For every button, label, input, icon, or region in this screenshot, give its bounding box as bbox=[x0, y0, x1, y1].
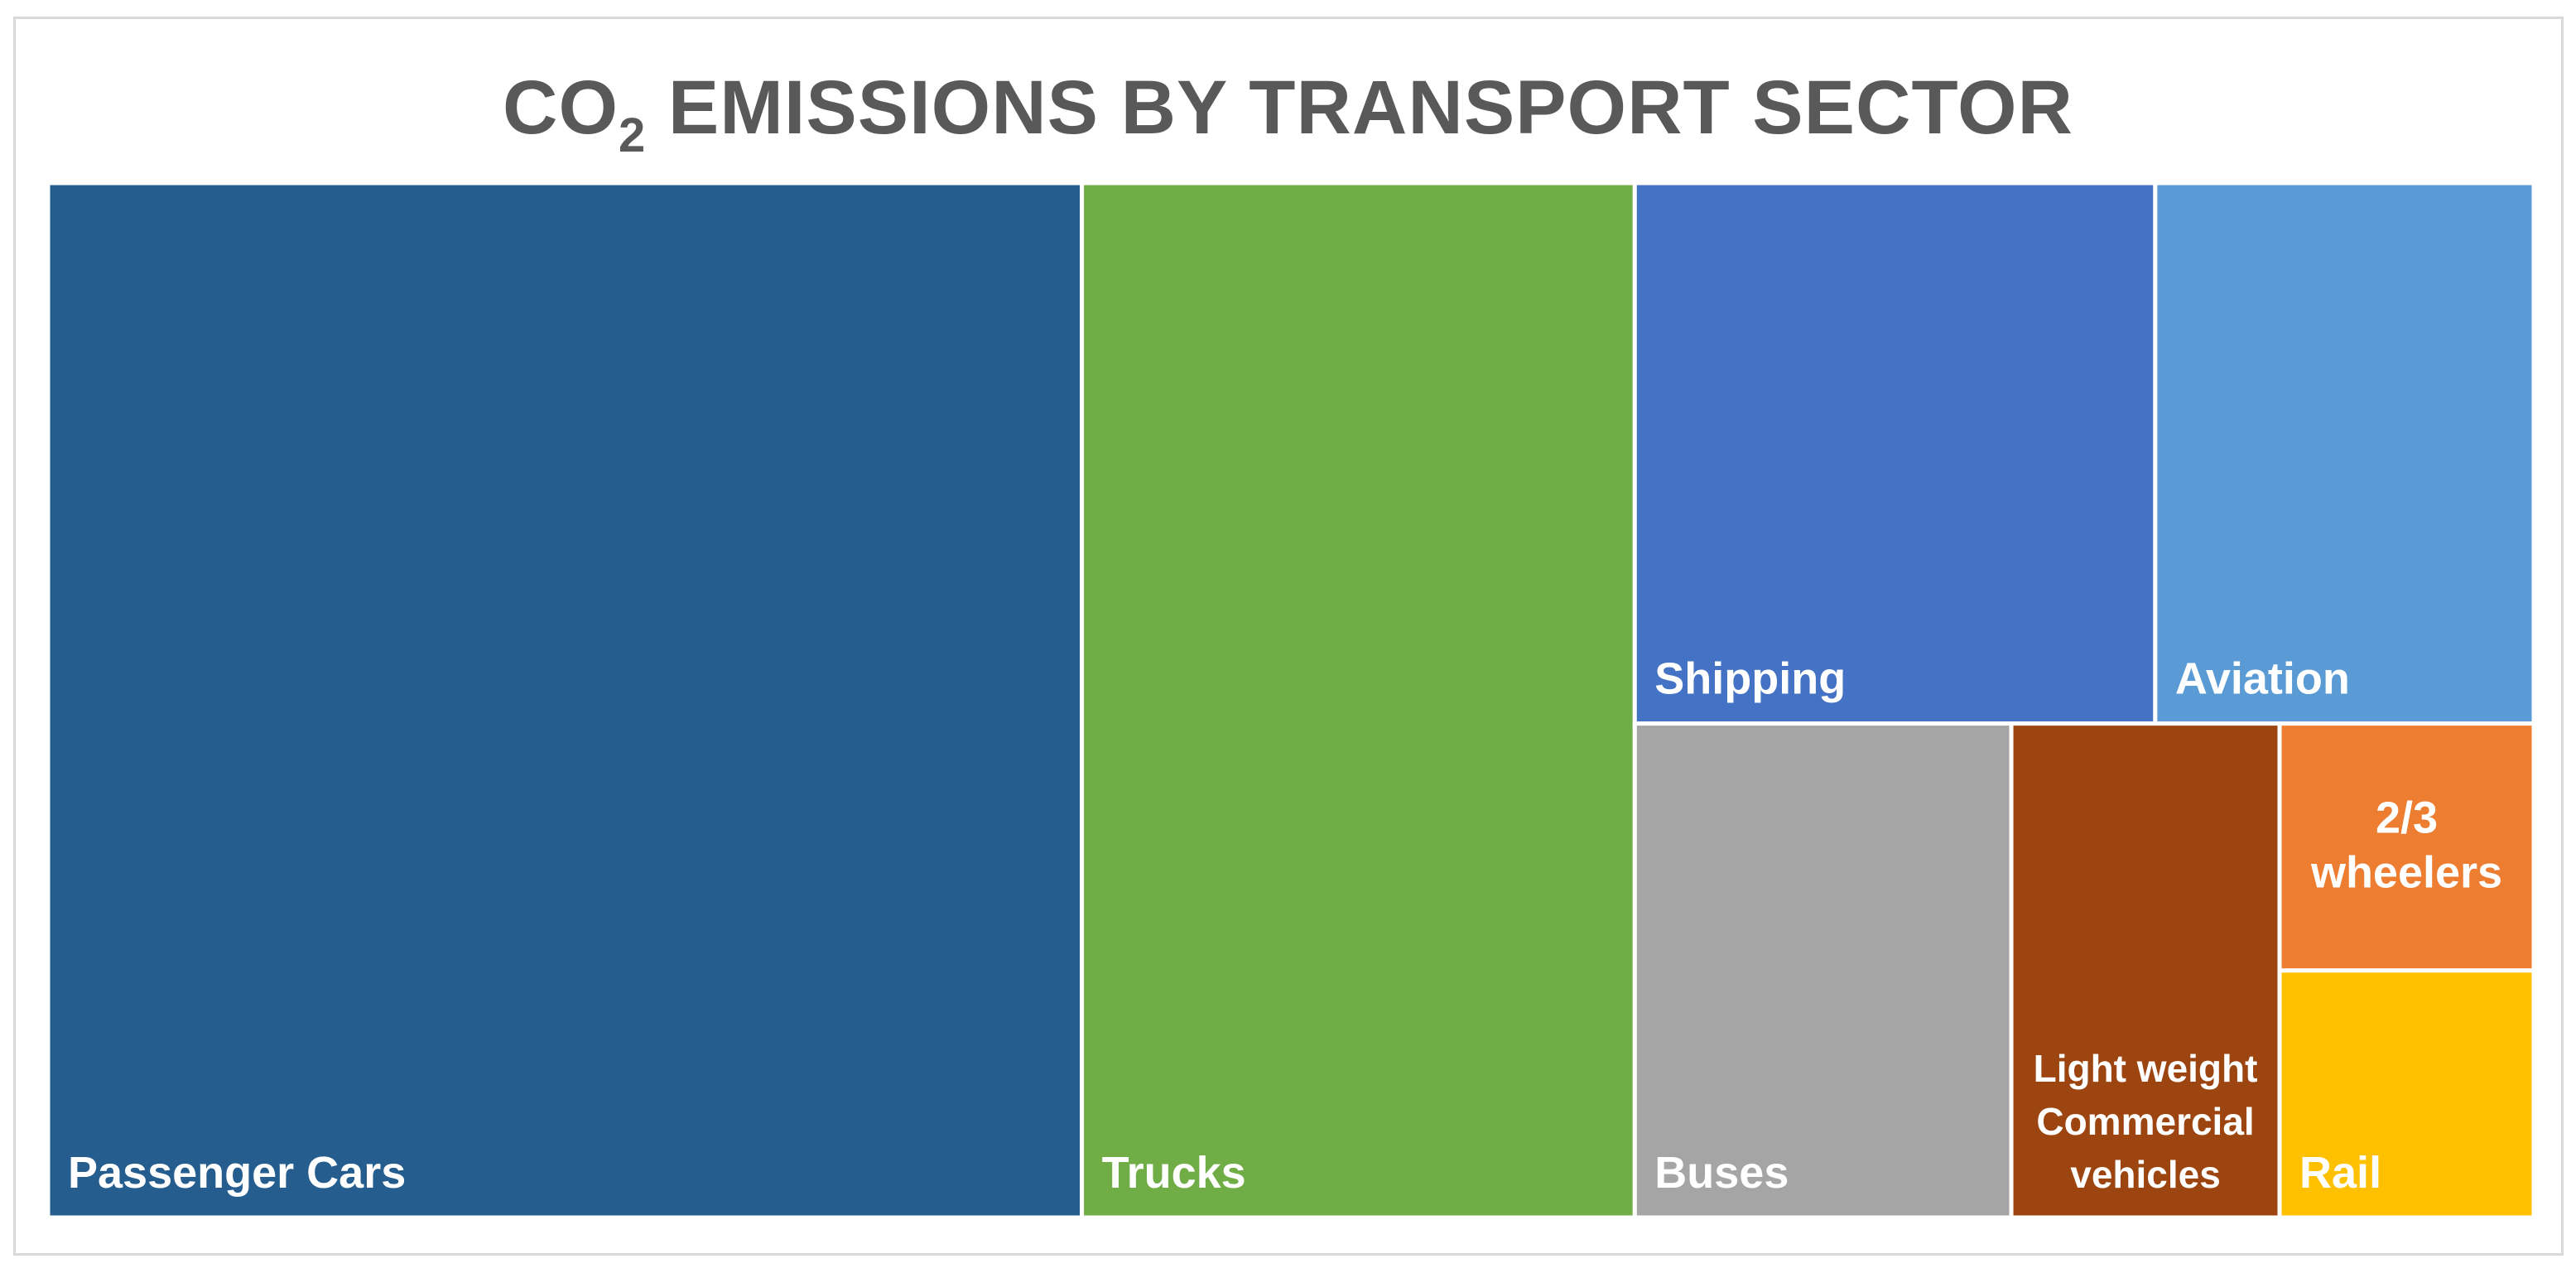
treemap-label-rail: Rail bbox=[2299, 1148, 2381, 1198]
treemap-tile-aviation bbox=[2153, 181, 2536, 726]
treemap-tile-light-commercial-vehicles bbox=[2009, 721, 2282, 1220]
treemap-label-light-commercial-vehicles: Light weight Commercial vehicles bbox=[2034, 1047, 2258, 1196]
treemap-tile-trucks bbox=[1080, 181, 1637, 1220]
treemap-label-two-three-wheelers: 2/3 wheelers bbox=[2310, 793, 2502, 898]
treemap-label-buses: Buses bbox=[1654, 1148, 1789, 1198]
chart-title-subscript: 2 bbox=[619, 108, 647, 162]
treemap-label-shipping: Shipping bbox=[1654, 654, 1846, 704]
treemap-tile-rail bbox=[2277, 968, 2536, 1220]
treemap-tile-shipping bbox=[1632, 181, 2158, 726]
treemap-label-passenger-cars: Passenger Cars bbox=[68, 1148, 406, 1198]
chart-title: CO2 EMISSIONS BY TRANSPORT SECTOR bbox=[0, 58, 2576, 162]
treemap-tile-two-three-wheelers bbox=[2277, 721, 2536, 973]
treemap-tile-passenger-cars bbox=[46, 181, 1085, 1220]
chart-title-rest: EMISSIONS BY TRANSPORT SECTOR bbox=[646, 65, 2073, 150]
treemap-tile-buses bbox=[1632, 721, 2014, 1220]
treemap-label-aviation: Aviation bbox=[2175, 654, 2350, 704]
chart-title-main: CO bbox=[503, 65, 619, 150]
treemap-label-trucks: Trucks bbox=[1102, 1148, 1246, 1198]
